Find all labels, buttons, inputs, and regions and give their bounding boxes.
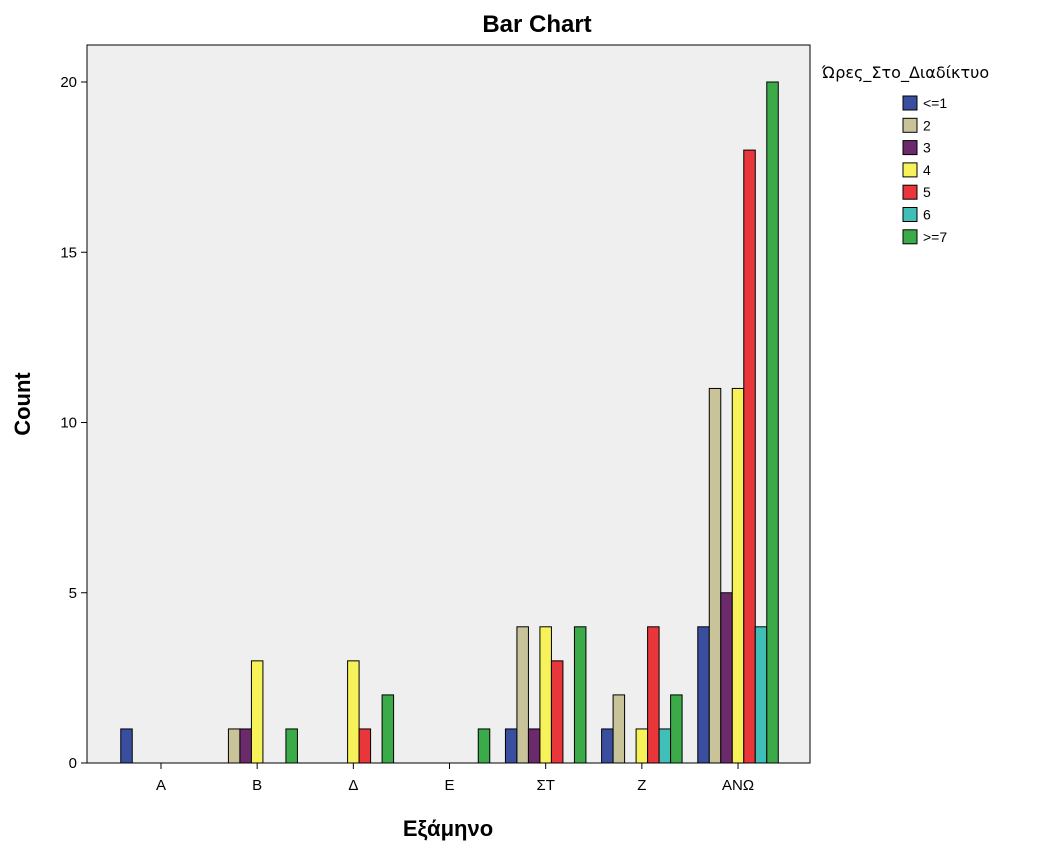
legend-label: 2 xyxy=(923,117,931,133)
legend-label: 6 xyxy=(923,207,931,223)
plot-area xyxy=(86,44,811,764)
legend-label: 3 xyxy=(923,140,931,156)
bar xyxy=(285,728,298,764)
legend-swatch xyxy=(902,162,918,178)
chart-title: Bar Chart xyxy=(482,11,591,38)
legend-label: 4 xyxy=(923,162,931,178)
x-tick-label: Α xyxy=(156,777,166,794)
axes-group: 0 5 10 15 20 Α Β Δ Ε ΣΤ Ζ ΑΝΩ xyxy=(60,74,754,794)
legend-swatch xyxy=(902,140,918,156)
x-tick-label: Β xyxy=(252,777,262,794)
legend-label: >=7 xyxy=(923,229,947,245)
legend-swatch xyxy=(902,95,918,111)
bar xyxy=(612,694,626,764)
y-tick-label: 0 xyxy=(69,755,77,772)
legend-title: Ώρες_Στο_Διαδίκτυο xyxy=(821,63,989,83)
bar xyxy=(239,728,252,764)
bar xyxy=(477,728,491,764)
legend-swatch xyxy=(902,117,918,133)
y-tick-label: 10 xyxy=(60,415,77,432)
x-tick-label: ΑΝΩ xyxy=(722,777,754,794)
bar xyxy=(708,387,722,764)
y-tick-label: 20 xyxy=(60,74,77,91)
y-axis-title: Count xyxy=(10,372,35,436)
bar xyxy=(539,626,552,764)
bars-group xyxy=(120,81,779,764)
legend-label: 5 xyxy=(923,184,931,200)
bar xyxy=(504,728,518,764)
bar xyxy=(720,592,733,764)
bar xyxy=(670,694,683,764)
bar xyxy=(601,728,614,764)
legend-label: <=1 xyxy=(923,95,947,111)
legend-swatch xyxy=(902,229,918,245)
legend-swatch xyxy=(902,207,918,222)
y-tick-label: 5 xyxy=(69,585,77,602)
bar xyxy=(731,387,745,764)
bar xyxy=(754,626,768,764)
x-tick-label: Ε xyxy=(445,777,455,794)
bar xyxy=(120,728,133,764)
bar xyxy=(743,149,756,764)
bar xyxy=(573,626,587,764)
bar xyxy=(647,626,660,764)
bar xyxy=(358,728,372,764)
bar xyxy=(227,728,241,764)
x-tick-label: Ζ xyxy=(637,777,646,794)
bar xyxy=(658,728,672,764)
bar xyxy=(527,728,541,764)
bar xyxy=(347,660,360,764)
bar xyxy=(697,626,710,764)
bar xyxy=(550,660,564,764)
bar xyxy=(381,694,395,764)
x-tick-label: Δ xyxy=(348,777,358,794)
bar xyxy=(250,660,264,764)
x-tick-label: ΣΤ xyxy=(536,777,554,794)
legend: Ώρες_Στο_Διαδίκτυο <=1 2 3 4 5 6 >=7 xyxy=(821,63,989,245)
legend-swatch xyxy=(902,184,918,200)
bar xyxy=(516,626,529,764)
bar xyxy=(766,81,779,764)
bar xyxy=(635,728,649,764)
x-axis-title: Εξάμηνο xyxy=(403,816,493,841)
y-tick-label: 15 xyxy=(60,244,77,261)
